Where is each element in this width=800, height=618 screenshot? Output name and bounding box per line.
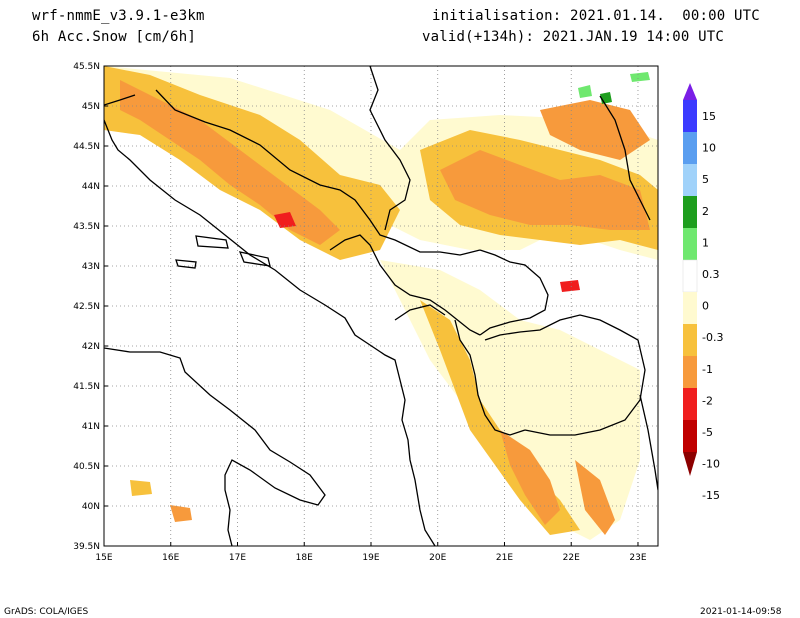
lon-tick-label: 15E bbox=[95, 553, 112, 563]
colorbar-label: -15 bbox=[702, 489, 720, 502]
colorbar-label: 5 bbox=[702, 173, 709, 186]
coastlines-borders bbox=[104, 66, 658, 546]
snow-italy-south bbox=[170, 505, 192, 522]
grid-lines bbox=[104, 66, 658, 546]
lat-tick-label: 45.5N bbox=[73, 62, 100, 72]
colorbar-label: -1 bbox=[702, 363, 713, 376]
slovenia-border bbox=[104, 94, 136, 106]
lat-tick-label: 42N bbox=[82, 342, 100, 352]
snow-heavy-bosnia bbox=[274, 212, 296, 228]
snow-pindus-core bbox=[500, 430, 560, 525]
colorbar: 15 10 5 2 1 0.3 0 -0.3 -1 -2 -5 -10 -15 bbox=[682, 83, 723, 502]
colorbar-box bbox=[683, 420, 697, 452]
model-title: wrf-nmmE_v3.9.1-e3km bbox=[32, 8, 205, 24]
colorbar-label: 0.3 bbox=[702, 268, 720, 281]
colorbar-label: -10 bbox=[702, 458, 720, 471]
snow-gain-1 bbox=[578, 85, 592, 98]
colorbar-label: -2 bbox=[702, 394, 713, 407]
macedonia-border bbox=[484, 314, 646, 436]
island-2 bbox=[238, 251, 271, 267]
snow-shading bbox=[104, 66, 658, 540]
adriatic-east-coast bbox=[104, 119, 436, 546]
colorbar-label: 2 bbox=[702, 205, 709, 218]
lon-tick-label: 20E bbox=[429, 553, 446, 563]
albania-north-border bbox=[394, 304, 446, 321]
map-content bbox=[104, 66, 658, 546]
snow-pindus bbox=[420, 300, 580, 535]
colorbar-label: 1 bbox=[702, 236, 709, 249]
snow-greece-east bbox=[575, 460, 615, 535]
lon-tick-label: 23E bbox=[629, 553, 646, 563]
snow-gain-3 bbox=[630, 72, 650, 82]
lat-tick-label: 40.5N bbox=[73, 462, 100, 472]
lon-tick-label: 22E bbox=[563, 553, 580, 563]
snow-northeast bbox=[540, 100, 650, 160]
lat-tick-label: 44N bbox=[82, 182, 100, 192]
colorbar-label: 0 bbox=[702, 300, 709, 313]
colorbar-box bbox=[683, 100, 697, 132]
lon-tick-label: 19E bbox=[362, 553, 379, 563]
colorbar-box bbox=[683, 388, 697, 420]
colorbar-box bbox=[683, 324, 697, 356]
lon-tick-label: 17E bbox=[229, 553, 246, 563]
snow-heavy-serbia bbox=[560, 280, 580, 292]
colorbar-box bbox=[683, 164, 697, 196]
colorbar-bottom-arrow bbox=[683, 452, 697, 476]
lat-tick-label: 44.5N bbox=[73, 142, 100, 152]
grads-credit: GrADS: COLA/IGES bbox=[4, 607, 89, 617]
lat-tick-label: 43.5N bbox=[73, 222, 100, 232]
island-3 bbox=[175, 259, 197, 269]
kosovo-border bbox=[479, 249, 549, 336]
lat-tick-label: 42.5N bbox=[73, 302, 100, 312]
snow-serbia-core bbox=[440, 150, 650, 230]
colorbar-label: -5 bbox=[702, 426, 713, 439]
lon-tick-label: 18E bbox=[296, 553, 313, 563]
bulgaria-greece-border bbox=[639, 394, 658, 491]
render-timestamp: 2021-01-14-09:58 bbox=[700, 607, 782, 617]
lat-tick-label: 45N bbox=[82, 102, 100, 112]
colorbar-top-arrow bbox=[683, 83, 697, 100]
montenegro-border bbox=[329, 234, 481, 336]
valid-time: valid(+134h): 2021.JAN.19 14:00 UTC bbox=[422, 29, 725, 45]
colorbar-box bbox=[682, 259, 698, 293]
snow-dinaric-core bbox=[120, 80, 340, 245]
albania-east-border bbox=[454, 319, 526, 436]
colorbar-box bbox=[683, 292, 697, 324]
lon-tick-label: 16E bbox=[162, 553, 179, 563]
lat-tick-label: 40N bbox=[82, 502, 100, 512]
field-title: 6h Acc.Snow [cm/6h] bbox=[32, 29, 196, 45]
lat-tick-label: 39.5N bbox=[73, 542, 100, 552]
lat-tick-label: 41N bbox=[82, 422, 100, 432]
initialisation-time: initialisation: 2021.01.14. 00:00 UTC bbox=[432, 8, 760, 24]
lat-tick-label: 41.5N bbox=[73, 382, 100, 392]
lon-tick-label: 21E bbox=[496, 553, 513, 563]
bosnia-croatia-border bbox=[155, 89, 481, 256]
colorbar-box bbox=[683, 196, 697, 228]
snow-italy-patch bbox=[130, 480, 152, 496]
italy-coast bbox=[104, 347, 326, 546]
colorbar-box bbox=[683, 132, 697, 164]
colorbar-label: 10 bbox=[702, 142, 716, 155]
colorbar-box bbox=[683, 228, 697, 260]
island-1 bbox=[195, 235, 229, 249]
colorbar-label: -0.3 bbox=[702, 331, 723, 344]
axis-labels: 45.5N 45N 44.5N 44N 43.5N 43N 42.5N 42N 41.5N 41N… bbox=[73, 62, 647, 563]
colorbar-label: 15 bbox=[702, 110, 716, 123]
serbia-romania-border bbox=[599, 95, 651, 221]
lat-tick-label: 43N bbox=[82, 262, 100, 272]
drina-border bbox=[369, 66, 411, 231]
colorbar-box bbox=[683, 356, 697, 388]
